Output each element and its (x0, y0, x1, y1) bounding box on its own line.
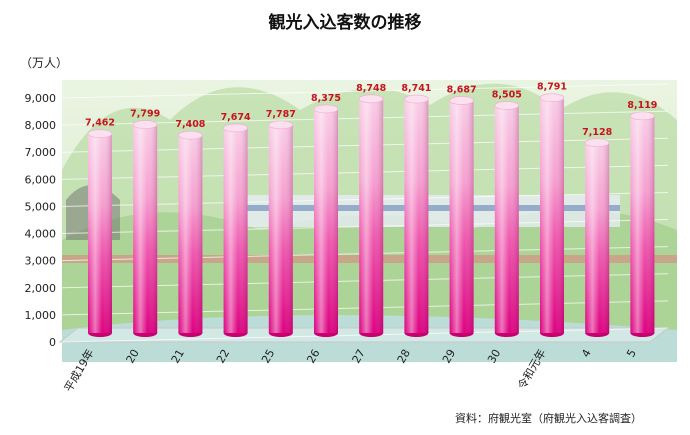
y-tick-label: 4,000 (25, 228, 57, 241)
x-tick-label: 26 (304, 347, 322, 366)
data-label: 7,674 (221, 112, 251, 123)
x-tick-label: 27 (350, 347, 368, 366)
y-axis-unit: （万人） (20, 56, 69, 70)
x-tick-label: 30 (485, 347, 503, 366)
y-tick-label: 8,000 (25, 119, 57, 132)
bars: 7,462 7,799 7,408 7,674 7,787 8,375 8,748 8,741… (85, 82, 657, 337)
data-label: 8,791 (537, 82, 567, 93)
data-label: 7,462 (85, 118, 115, 129)
y-tick-label: 9,000 (25, 92, 57, 105)
bar (494, 101, 520, 337)
bar (539, 93, 565, 337)
source-note: 資料：府観光室（府観光入込客調査） (455, 412, 642, 425)
data-label: 8,748 (356, 83, 386, 94)
x-tick-label: 29 (440, 347, 458, 366)
bar (223, 123, 248, 337)
bar (584, 138, 610, 337)
bar (358, 94, 384, 337)
data-label: 7,128 (582, 127, 612, 138)
y-tick-label: 0 (49, 336, 56, 349)
data-label: 8,505 (492, 89, 522, 100)
bar (178, 130, 203, 337)
bar (313, 104, 339, 337)
bar (404, 94, 429, 337)
grid-line (61, 83, 669, 99)
x-tick-label: 22 (214, 347, 232, 366)
y-tick-label: 6,000 (25, 173, 57, 186)
x-tick-label: 28 (395, 347, 413, 366)
y-tick-label: 7,000 (25, 146, 57, 159)
data-label: 8,119 (627, 100, 657, 111)
y-tick-label: 3,000 (25, 255, 57, 268)
x-tick-label: 20 (124, 347, 142, 366)
bar (630, 111, 655, 337)
y-tick-label: 1,000 (25, 309, 57, 322)
chart-title: 観光入込客数の推移 (268, 13, 422, 33)
x-tick-label: 21 (169, 347, 187, 366)
y-tick-label: 2,000 (25, 282, 57, 295)
bar (268, 120, 294, 337)
bar (449, 96, 474, 337)
bar (132, 120, 158, 337)
y-tick-label: 5,000 (25, 200, 57, 213)
data-label: 8,687 (447, 84, 477, 95)
data-label: 8,741 (401, 83, 431, 94)
data-label: 8,375 (311, 93, 341, 104)
y-axis: 0 1,000 2,000 3,000 4,000 5,000 6,000 7,000 8,00… (25, 92, 57, 349)
data-label: 7,799 (130, 109, 160, 120)
data-label: 7,408 (175, 119, 205, 130)
x-tick-label: 25 (259, 347, 277, 366)
data-label: 7,787 (266, 109, 296, 120)
bar (87, 129, 113, 337)
